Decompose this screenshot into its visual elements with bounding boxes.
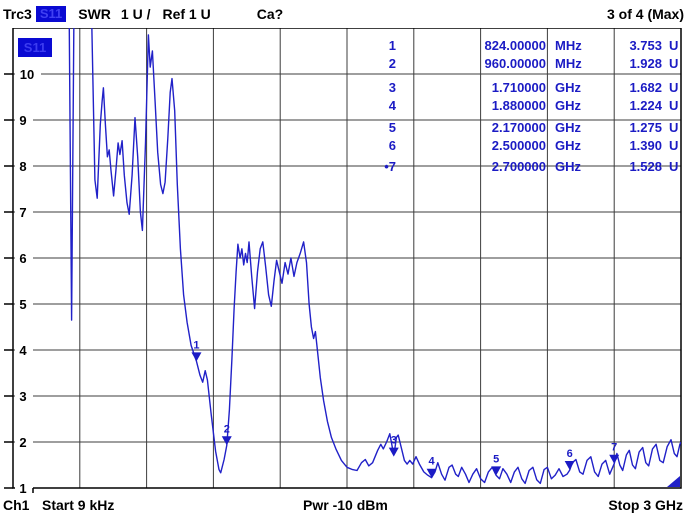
marker-number: 3 (388, 80, 396, 95)
marker-row-active: •7 2.700000 GHz 1.528 U (362, 158, 686, 176)
marker-row: 2 960.00000 MHz 1.928 U (362, 55, 686, 73)
y-axis-label: 6 (19, 251, 26, 266)
marker-triangle-icon[interactable] (564, 461, 575, 471)
marker-frequency: 2.700000 (491, 159, 546, 174)
marker-frequency: 960.00000 (484, 56, 546, 71)
marker-triangle-icon[interactable] (491, 466, 502, 476)
marker-value-unit: U (669, 98, 679, 113)
marker-number: 5 (388, 120, 396, 135)
marker-frequency: 824.00000 (484, 38, 546, 53)
marker-number-label: 3 (391, 435, 397, 447)
y-label-backing (15, 250, 33, 266)
y-label-backing (15, 204, 33, 220)
marker-frequency-unit: GHz (555, 80, 581, 95)
y-label-backing (15, 388, 33, 404)
marker-value: 1.528 (629, 159, 662, 174)
reference-level-label[interactable]: Ref 1 U (162, 5, 211, 22)
marker-frequency-unit: MHz (555, 38, 582, 53)
trace-name[interactable]: Trc3 (3, 5, 32, 22)
marker-frequency: 1.710000 (491, 80, 546, 95)
footer-bar: Ch1 Start 9 kHz Pwr -10 dBm Stop 3 GHz (0, 494, 689, 518)
y-label-backing (15, 158, 33, 174)
marker-number: 6 (388, 138, 396, 153)
y-axis-label: 7 (19, 205, 26, 220)
swr-chart-canvas: 1 2 3 4 5 6 7 8 9 10 1 2 3 4 5 6 7 (4, 28, 682, 494)
marker-frequency: 2.500000 (491, 138, 546, 153)
header-bar: Trc3 S11 SWR 1 U / Ref 1 U Ca? 3 of 4 (M… (0, 0, 689, 27)
marker-value-unit: U (669, 159, 679, 174)
marker-row: 1 824.00000 MHz 3.753 U (362, 37, 686, 55)
active-marker-triangle-icon[interactable] (609, 454, 620, 464)
marker-value-unit: U (669, 80, 679, 95)
y-label-backing (15, 112, 33, 128)
marker-page-indicator: 3 of 4 (Max) (606, 5, 684, 22)
swr-plot-area: 1 2 3 4 5 6 7 8 9 10 1 2 3 4 5 6 7 S11 1 824.00000 MHz 3… (0, 28, 689, 494)
y-axis-label: 9 (19, 113, 26, 128)
channel-label[interactable]: Ch1 (3, 497, 30, 513)
trace-format-label[interactable]: SWR (78, 5, 111, 22)
y-axis-label: 10 (20, 67, 34, 82)
marker-value: 1.928 (629, 56, 662, 71)
scale-per-div-label[interactable]: 1 U / (120, 5, 151, 22)
marker-frequency-unit: GHz (555, 138, 581, 153)
marker-value: 3.753 (629, 38, 662, 53)
marker-row: 6 2.500000 GHz 1.390 U (362, 137, 686, 155)
marker-frequency-unit: GHz (555, 159, 581, 174)
marker-frequency-unit: MHz (555, 56, 582, 71)
y-label-backing (15, 66, 41, 82)
y-axis-label: 3 (19, 389, 26, 404)
marker-number: 1 (388, 38, 396, 53)
power-level-label[interactable]: Pwr -10 dBm (303, 497, 388, 513)
marker-row: 4 1.880000 GHz 1.224 U (362, 97, 686, 115)
marker-number-label: 1 (193, 339, 199, 351)
y-label-backing (15, 480, 33, 494)
y-label-backing (15, 434, 33, 450)
y-axis-label: 2 (19, 435, 26, 450)
marker-value-unit: U (669, 138, 679, 153)
y-axis-label: 1 (19, 481, 26, 494)
marker-number-label: 2 (224, 423, 230, 435)
marker-number-label: 5 (493, 453, 499, 465)
marker-frequency: 1.880000 (491, 98, 546, 113)
marker-triangle-icon[interactable] (221, 436, 232, 446)
trace-corner-triangle-icon (667, 476, 680, 487)
marker-value-unit: U (669, 56, 679, 71)
marker-value: 1.224 (629, 98, 662, 113)
marker-value: 1.275 (629, 120, 662, 135)
start-frequency-label[interactable]: Start 9 kHz (42, 497, 115, 513)
marker-number-label: 6 (567, 448, 573, 460)
trace-s11-badge[interactable]: S11 (18, 38, 52, 57)
marker-frequency: 2.170000 (491, 120, 546, 135)
marker-value: 1.682 (629, 80, 662, 95)
marker-value-unit: U (669, 120, 679, 135)
marker-value: 1.390 (629, 138, 662, 153)
marker-row: 5 2.170000 GHz 1.275 U (362, 119, 686, 137)
calibration-status-label: Ca? (256, 5, 284, 22)
marker-number-label: 7 (611, 442, 617, 454)
y-axis-label: 8 (19, 159, 26, 174)
marker-triangle-icon[interactable] (388, 447, 399, 457)
marker-value-unit: U (669, 38, 679, 53)
y-label-backing (15, 296, 33, 312)
marker-triangle-icon[interactable] (191, 352, 202, 362)
marker-frequency-unit: GHz (555, 98, 581, 113)
marker-frequency-unit: GHz (555, 120, 581, 135)
stop-frequency-label[interactable]: Stop 3 GHz (608, 497, 683, 513)
s-parameter-badge[interactable]: S11 (35, 5, 67, 22)
y-label-backing (15, 342, 33, 358)
marker-number: •7 (384, 159, 396, 174)
marker-triangle-icon[interactable] (426, 468, 437, 478)
marker-number: 2 (388, 56, 396, 71)
y-axis-label: 4 (19, 343, 27, 358)
marker-number: 4 (388, 98, 396, 113)
marker-number-label: 4 (429, 456, 436, 468)
marker-row: 3 1.710000 GHz 1.682 U (362, 79, 686, 97)
y-axis-label: 5 (19, 297, 26, 312)
